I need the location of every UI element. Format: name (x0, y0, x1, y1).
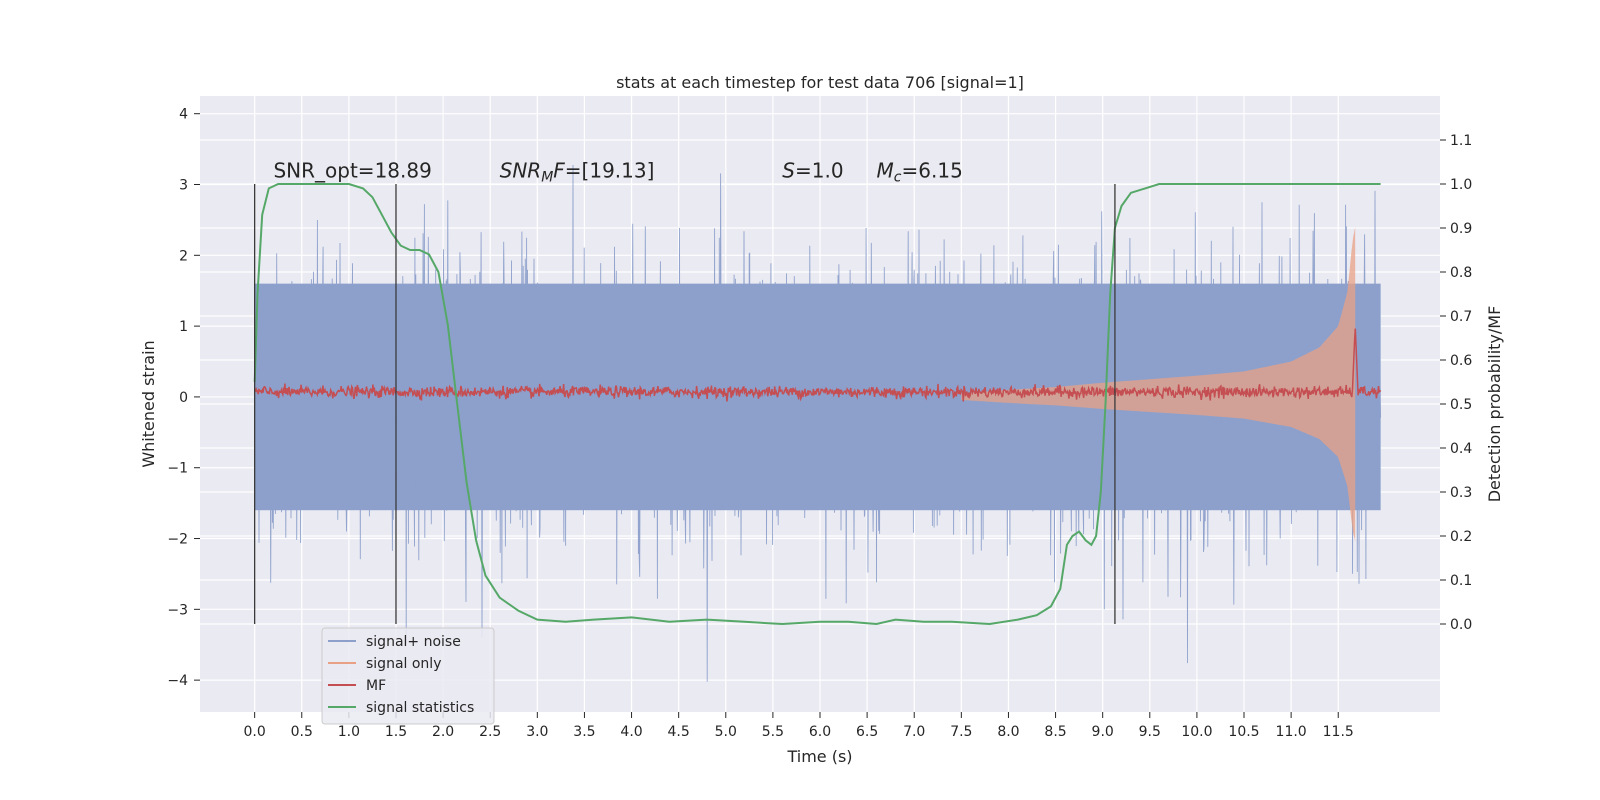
x-tick-label: 6.0 (809, 724, 831, 740)
y-left-tick-label: −3 (167, 602, 188, 618)
x-tick-label: 7.0 (903, 724, 925, 740)
annotation: SNR_opt=18.89 (273, 158, 431, 182)
x-tick-label: 0.5 (291, 724, 313, 740)
y-left-tick-label: 2 (179, 248, 188, 264)
y-right-tick-label: 0.5 (1450, 397, 1472, 413)
x-tick-label: 3.5 (573, 724, 595, 740)
x-tick-label: 7.5 (950, 724, 972, 740)
y-right-tick-label: 0.7 (1450, 309, 1472, 325)
y-left-tick-label: 1 (179, 319, 188, 335)
series-area-signal-only (961, 227, 1356, 542)
x-tick-label: 2.5 (479, 724, 501, 740)
legend-label: signal+ noise (366, 634, 461, 650)
annotation-part: c (894, 169, 902, 185)
annotation: SNRMF=[19.13] (500, 158, 655, 185)
y-axis-label-left: Whitened strain (139, 340, 158, 467)
right-axis: 1.1 1.0 0.9 0.8 0.7 0.6 0.5 0.4 0.3 0.2 0.1 0.0 (1440, 133, 1472, 633)
legend-label: signal statistics (366, 700, 474, 716)
annotation-part: =1.0 (795, 158, 844, 182)
annotation-part: SNR (500, 158, 542, 182)
y-right-tick-label: 0.4 (1450, 441, 1472, 457)
x-tick-label: 8.0 (997, 724, 1019, 740)
chart-title: stats at each timestep for test data 706… (616, 73, 1024, 92)
x-tick-label: 6.5 (856, 724, 878, 740)
legend-label: MF (366, 678, 386, 694)
x-tick-label: 4.0 (620, 724, 642, 740)
y-right-tick-label: 0.9 (1450, 221, 1472, 237)
y-right-tick-label: 0.3 (1450, 485, 1472, 501)
vertical-lines (254, 184, 1116, 624)
y-right-tick-label: 0.1 (1450, 573, 1472, 589)
x-tick-label: 5.5 (762, 724, 784, 740)
x-tick-label: 0.0 (244, 724, 266, 740)
y-axis-label-right: Detection probability/MF (1485, 306, 1504, 503)
y-right-tick-label: 0.6 (1450, 353, 1472, 369)
annotation-part: =[19.13] (565, 158, 655, 182)
x-tick-label: 11.5 (1323, 724, 1354, 740)
legend-box (321, 627, 495, 725)
annotation-part: =6.15 (902, 158, 963, 182)
x-tick-label: 4.5 (668, 724, 690, 740)
annotations: SNR_opt=18.89 SNRMF=[19.13] S=1.0 Mc=6.15 (273, 158, 962, 185)
x-tick-label: 5.0 (715, 724, 737, 740)
x-tick-label: 9.5 (1139, 724, 1161, 740)
x-axis-label: Time (s) (786, 747, 852, 766)
y-right-tick-label: 0.8 (1450, 265, 1472, 281)
x-tick-label: 1.5 (385, 724, 407, 740)
series-line-mf (254, 328, 1382, 402)
y-right-tick-label: 1.0 (1450, 177, 1472, 193)
series-line-signal-noise (254, 164, 1382, 682)
y-left-tick-label: −2 (167, 532, 188, 548)
x-tick-label: 1.0 (338, 724, 360, 740)
annotation-part: F (553, 158, 565, 182)
series-layer (253, 164, 1382, 682)
annotation: S=1.0 (782, 158, 843, 182)
y-left-tick-label: 4 (179, 107, 188, 123)
x-tick-label: 10.0 (1181, 724, 1212, 740)
annotation-part: M (877, 158, 894, 182)
y-left-tick-label: 0 (179, 390, 188, 406)
annotation-part: M (541, 169, 553, 185)
y-right-tick-label: 0.2 (1450, 529, 1472, 545)
x-tick-label: 2.0 (432, 724, 454, 740)
y-left-tick-label: −4 (167, 673, 188, 689)
x-tick-label: 9.0 (1092, 724, 1114, 740)
y-left-tick-label: 3 (179, 178, 188, 194)
x-tick-label: 3.0 (526, 724, 548, 740)
left-axis: 4 3 2 1 0 −1 −2 −3 −4 (167, 107, 200, 689)
x-tick-label: 8.5 (1044, 724, 1066, 740)
y-left-tick-label: −1 (167, 461, 188, 477)
legend-label: signal only (366, 656, 441, 672)
x-axis: 0.0 0.5 1.0 1.5 2.0 2.5 3.0 3.5 4.0 4.5 5.0 5.5 6.0 6… (244, 712, 1354, 740)
x-tick-label: 10.5 (1228, 724, 1259, 740)
y-right-tick-label: 0.0 (1450, 617, 1472, 633)
annotation-part: S (782, 158, 795, 182)
annotation: Mc=6.15 (877, 158, 963, 185)
legend: signal+ noise signal only MF signal statist… (321, 627, 495, 725)
y-right-tick-label: 1.1 (1450, 133, 1472, 149)
x-tick-label: 11.0 (1276, 724, 1307, 740)
series-line-signal-statistics (253, 183, 1381, 626)
